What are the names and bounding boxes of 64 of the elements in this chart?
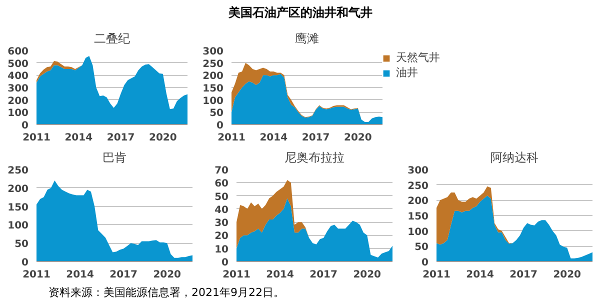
chart-title: 巴肯 bbox=[102, 150, 126, 164]
y-tick-label: 300 bbox=[8, 84, 29, 94]
x-tick-label: 2017 bbox=[302, 132, 330, 144]
x-tick-label: 2014 bbox=[66, 270, 94, 280]
x-tick-label: 2017 bbox=[106, 132, 135, 144]
x-tick-label: 2011 bbox=[22, 270, 50, 280]
x-tick-label: 2011 bbox=[222, 270, 250, 280]
x-tick-label: 2014 bbox=[64, 132, 93, 144]
y-tick-label: 30 bbox=[214, 218, 229, 230]
y-tick-label: 0 bbox=[22, 258, 29, 268]
y-tick-label: 200 bbox=[8, 184, 29, 195]
x-tick-label: 2011 bbox=[22, 132, 50, 144]
x-tick-label: 2017 bbox=[510, 270, 538, 280]
text: 美国石油产区的油井和气井 bbox=[228, 6, 372, 20]
x-tick-label: 2017 bbox=[310, 270, 338, 280]
legend-label: 天然气井 bbox=[396, 50, 440, 65]
y-tick-label: 200 bbox=[408, 196, 429, 208]
y-tick-label: 50 bbox=[210, 108, 224, 120]
y-tick-label: 100 bbox=[408, 226, 429, 238]
x-tick-label: 2020 bbox=[149, 132, 177, 144]
y-tick-label: 100 bbox=[8, 108, 29, 120]
y-tick-label: 300 bbox=[202, 46, 224, 58]
y-tick-label: 60 bbox=[214, 178, 229, 190]
x-tick-label: 2014 bbox=[266, 270, 294, 280]
text: 资料来源：美国能源信息署，2021年9月22日。 bbox=[48, 286, 284, 299]
chart-title: 阿纳达科 bbox=[490, 150, 538, 164]
y-tick-label: 20 bbox=[214, 231, 229, 242]
y-tick-label: 50 bbox=[14, 239, 29, 250]
y-tick-label: 600 bbox=[8, 46, 29, 58]
y-tick-label: 300 bbox=[408, 166, 429, 176]
y-tick-label: 0 bbox=[216, 120, 224, 132]
x-tick-label: 2017 bbox=[110, 270, 138, 280]
y-tick-label: 200 bbox=[8, 96, 29, 107]
x-tick-label: 2011 bbox=[218, 132, 246, 144]
y-tick-label: 50 bbox=[214, 192, 229, 203]
y-tick-label: 500 bbox=[8, 58, 29, 70]
y-tick-label: 10 bbox=[214, 244, 229, 256]
legend-label: 油井 bbox=[396, 65, 418, 80]
y-tick-label: 250 bbox=[408, 180, 429, 192]
x-tick-label: 2014 bbox=[466, 270, 494, 280]
y-tick-label: 0 bbox=[22, 120, 29, 132]
y-tick-label: 100 bbox=[8, 220, 29, 232]
y-tick-label: 150 bbox=[8, 202, 29, 214]
chart-title: 鹰滩 bbox=[295, 32, 319, 46]
x-tick-label: 2020 bbox=[344, 132, 372, 144]
y-tick-label: 0 bbox=[422, 258, 429, 268]
chart-title: 尼奥布拉拉 bbox=[284, 150, 344, 164]
y-tick-label: 50 bbox=[414, 242, 429, 254]
y-tick-label: 200 bbox=[202, 71, 224, 82]
x-tick-label: 2011 bbox=[422, 270, 450, 280]
y-tick-label: 150 bbox=[202, 84, 224, 94]
y-tick-label: 100 bbox=[202, 96, 224, 107]
x-tick-label: 2020 bbox=[153, 270, 182, 280]
x-tick-label: 2020 bbox=[553, 270, 582, 280]
y-tick-label: 40 bbox=[214, 204, 229, 216]
y-tick-label: 250 bbox=[8, 166, 29, 176]
y-tick-label: 150 bbox=[408, 212, 429, 222]
y-tick-label: 400 bbox=[8, 71, 29, 82]
y-tick-label: 0 bbox=[222, 258, 229, 268]
x-tick-label: 2020 bbox=[353, 270, 382, 280]
y-tick-label: 250 bbox=[202, 58, 224, 70]
chart-title: 二叠纪 bbox=[94, 32, 130, 46]
y-tick-label: 70 bbox=[214, 166, 229, 176]
x-tick-label: 2014 bbox=[260, 132, 288, 144]
